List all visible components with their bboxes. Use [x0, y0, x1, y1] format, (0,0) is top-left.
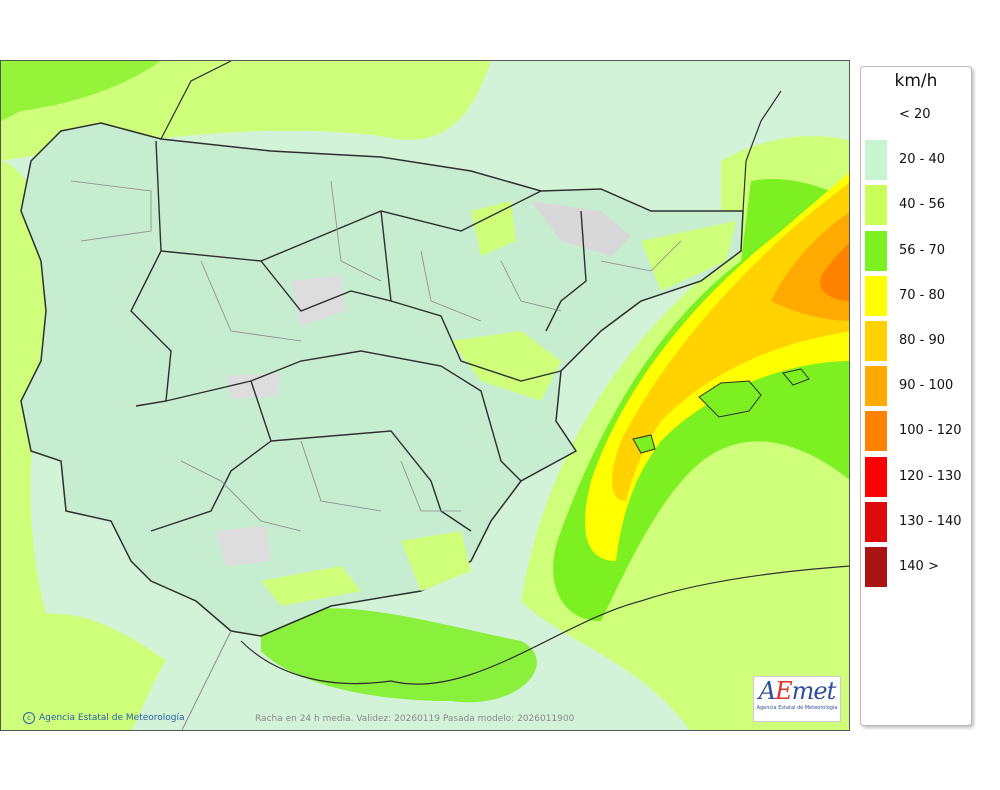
logo-brand: AEmet [758, 677, 836, 705]
legend-label: 20 - 40 [899, 152, 946, 168]
legend-swatch [865, 366, 887, 407]
legend-label: 120 - 130 [899, 468, 962, 484]
legend-label: 40 - 56 [899, 197, 946, 213]
gust-zone-northwest-strong [1, 61, 161, 121]
legend-swatch [865, 230, 887, 271]
legend-item: 20 - 40 [865, 140, 969, 181]
north-africa-calm [131, 641, 251, 730]
gust-zone-malaga [261, 566, 361, 606]
legend-label: 100 - 120 [899, 423, 962, 439]
legend-unit: km/h [894, 71, 938, 91]
legend-item: 56 - 70 [865, 230, 969, 271]
sierra-morena-relief [216, 526, 271, 566]
legend-swatch [865, 185, 887, 226]
legend-swatch [865, 456, 887, 497]
legend-label: 90 - 100 [899, 378, 954, 394]
logo-subtitle: Agencia Estatal de Meteorología [756, 705, 838, 711]
copyright-icon: c [23, 712, 35, 724]
legend-swatch [865, 321, 887, 361]
legend-item: 70 - 80 [865, 275, 969, 316]
legend-label: < 20 [899, 107, 931, 122]
sistema-central-relief [291, 276, 346, 326]
legend-label: 70 - 80 [899, 287, 946, 303]
mallorca [698, 380, 762, 418]
legend-label: 140 > [899, 559, 939, 574]
gust-zone-ebro [471, 201, 516, 256]
legend-swatch [865, 140, 887, 181]
legend-label: 56 - 70 [899, 242, 946, 258]
gust-zone-southwest [1, 613, 181, 730]
legend-item: 130 - 140 [865, 501, 969, 542]
province-borders [70, 180, 682, 532]
gust-zone-iberico [451, 331, 561, 401]
gust-zone-mediterranean-100-120 [820, 243, 849, 301]
wind-gust-map[interactable]: c Agencia Estatal de Meteorología Racha e… [0, 60, 850, 731]
community-borders [130, 140, 587, 532]
montes-toledo-relief [226, 373, 281, 399]
validity-text: Racha en 24 h media. Validez: 20260119 P… [255, 714, 575, 724]
ibiza [632, 434, 656, 454]
legend-item: 100 - 120 [865, 411, 969, 452]
legend-item: 120 - 130 [865, 456, 969, 497]
legend-swatch [865, 95, 887, 135]
france-coast [742, 90, 782, 212]
agency-credit: c Agencia Estatal de Meteorología [23, 712, 185, 724]
legend-swatch [865, 275, 887, 316]
wind-legend: km/h < 20 20 - 40 40 - 56 56 - 70 70 - 80 80 … [860, 66, 972, 726]
legend-label: 130 - 140 [899, 513, 962, 529]
legend-label: 80 - 90 [899, 333, 946, 348]
legend-item: 40 - 56 [865, 185, 969, 226]
legend-swatch [865, 501, 887, 542]
legend-item: 80 - 90 [865, 321, 969, 361]
gust-zone-alboran [261, 608, 537, 703]
menorca [782, 368, 810, 386]
aemet-logo: AEmet Agencia Estatal de Meteorología [753, 676, 841, 722]
legend-swatch [865, 411, 887, 452]
legend-item: 90 - 100 [865, 366, 969, 407]
north-africa-coastline [240, 565, 849, 685]
portugal-spain-gap-line [181, 630, 232, 730]
gust-zone-catalonia [641, 221, 736, 291]
legend-item: 140 > [865, 547, 969, 587]
gust-zone-murcia [401, 531, 471, 591]
pyrenees-relief [531, 201, 631, 256]
france-border [160, 61, 232, 140]
gust-zone-mediterranean-80-90 [611, 182, 849, 501]
map-canvas [1, 61, 849, 730]
legend-swatch [865, 547, 887, 587]
legend-item: < 20 [865, 95, 969, 135]
